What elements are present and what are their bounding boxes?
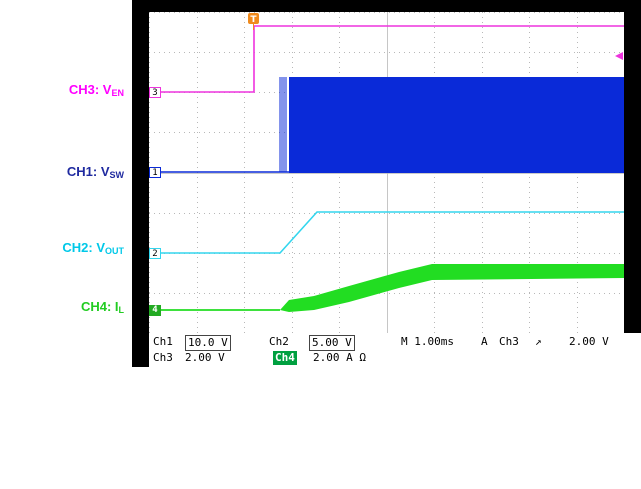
- trigger-marker-label: T: [250, 15, 257, 25]
- ch1-status-label: Ch1: [153, 335, 173, 348]
- ch2-ground-marker: 2: [149, 248, 161, 259]
- oscilloscope-screenshot: T 3 1 2 4 Ch1 10.0 V Ch2 5.00 V M 1.00ms…: [132, 0, 641, 367]
- ch2-label: CH2: VOUT: [0, 240, 132, 256]
- ch3-label: CH3: VEN: [0, 82, 132, 98]
- trigger-slope-icon: ↗: [535, 335, 542, 348]
- ch1-label: CH1: VSW: [0, 164, 132, 180]
- ch4-label: CH4: IL: [0, 299, 132, 315]
- ch4-trace-ripple-band: [280, 264, 624, 312]
- ch3-ground-marker: 3: [149, 87, 161, 98]
- ch4-status-label: Ch4: [273, 351, 297, 365]
- ch3-scale: 2.00 V: [185, 351, 225, 364]
- ch3-trace: [149, 25, 624, 93]
- timebase: M 1.00ms: [401, 335, 454, 348]
- ch1-label-sub: SW: [109, 170, 125, 180]
- status-bar: Ch1 10.0 V Ch2 5.00 V M 1.00ms A Ch3 ↗ 2…: [149, 333, 641, 367]
- waveform-display: T 3 1 2 4: [149, 12, 625, 334]
- ch4-label-sub: L: [118, 305, 125, 315]
- ch2-status-label: Ch2: [269, 335, 289, 348]
- waveform-svg: T: [149, 12, 625, 334]
- ch1-ground-marker: 1: [149, 167, 161, 178]
- ch1-trace-leading-edges: [279, 77, 287, 172]
- ch4-scale: 2.00 A Ω: [313, 351, 366, 364]
- ch1-trace-switching: [289, 77, 624, 173]
- status-row-2: Ch3 2.00 V Ch4 2.00 A Ω: [149, 351, 641, 365]
- status-row-1: Ch1 10.0 V Ch2 5.00 V M 1.00ms A Ch3 ↗ 2…: [149, 335, 641, 351]
- ch4-label-main: CH4: I: [80, 299, 119, 314]
- ch1-scale: 10.0 V: [185, 335, 231, 351]
- ch3-status-label: Ch3: [153, 351, 173, 364]
- ch1-label-main: CH1: V: [66, 164, 110, 179]
- acquisition-mode: A: [481, 335, 488, 348]
- ch2-label-main: CH2: V: [62, 240, 105, 255]
- trigger-source: Ch3: [499, 335, 519, 348]
- ch4-ground-marker: 4: [149, 305, 161, 316]
- ch3-label-sub: EN: [111, 88, 124, 98]
- traces: [149, 25, 624, 312]
- trigger-level-arrow: [615, 52, 623, 60]
- ch3-label-main: CH3: V: [68, 82, 112, 97]
- ch2-trace: [149, 211, 624, 254]
- ch2-label-sub: OUT: [105, 246, 124, 256]
- trigger-marker: T: [248, 13, 259, 30]
- ch2-scale: 5.00 V: [309, 335, 355, 351]
- trigger-level: 2.00 V: [569, 335, 609, 348]
